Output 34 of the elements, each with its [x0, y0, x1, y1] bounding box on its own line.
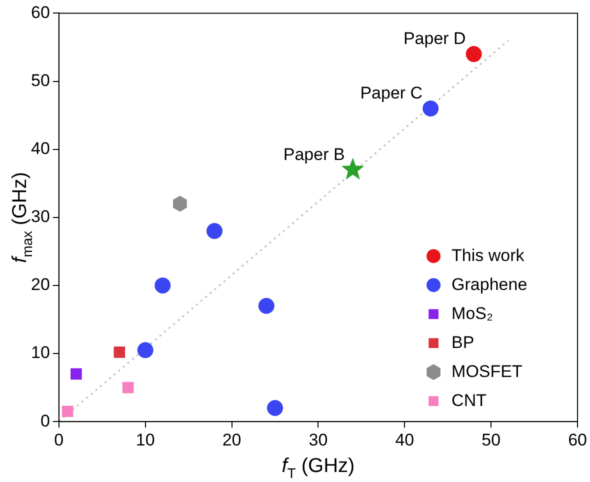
point: [422, 100, 439, 116]
point: [137, 342, 154, 358]
x-tick-label: 40: [395, 430, 414, 450]
legend-label: CNT: [452, 390, 486, 410]
point: [114, 346, 126, 358]
point: [62, 406, 74, 418]
legend-label: MOSFET: [452, 362, 522, 381]
point: [206, 223, 222, 240]
legend-label: This work: [452, 246, 525, 265]
y-tick-label: 40: [30, 139, 50, 158]
y-tick-label: 60: [30, 2, 50, 22]
point: [466, 46, 482, 62]
y-tick-label: 10: [30, 343, 50, 362]
y-tick-label: 0: [40, 411, 50, 430]
x-tick-label: 20: [222, 430, 242, 450]
annotation: Paper D: [403, 29, 466, 48]
x-tick-label: 0: [54, 430, 64, 450]
y-tick-label: 50: [30, 70, 50, 90]
legend-label: BP: [452, 332, 474, 352]
x-tick-label: 10: [136, 430, 155, 450]
annotation: Paper C: [360, 84, 423, 103]
legend-label: MoS₂: [452, 304, 494, 323]
point: [70, 368, 82, 380]
point: [258, 298, 274, 314]
point: [267, 400, 284, 416]
y-tick-label: 20: [30, 275, 50, 294]
point: [154, 277, 171, 294]
point: [172, 196, 187, 212]
x-tick-label: 60: [568, 430, 588, 450]
point: [122, 382, 134, 394]
legend-label: Graphene: [452, 274, 528, 294]
annotation: Paper B: [283, 144, 345, 164]
x-tick-label: 30: [308, 430, 328, 450]
x-tick-label: 50: [482, 430, 501, 450]
